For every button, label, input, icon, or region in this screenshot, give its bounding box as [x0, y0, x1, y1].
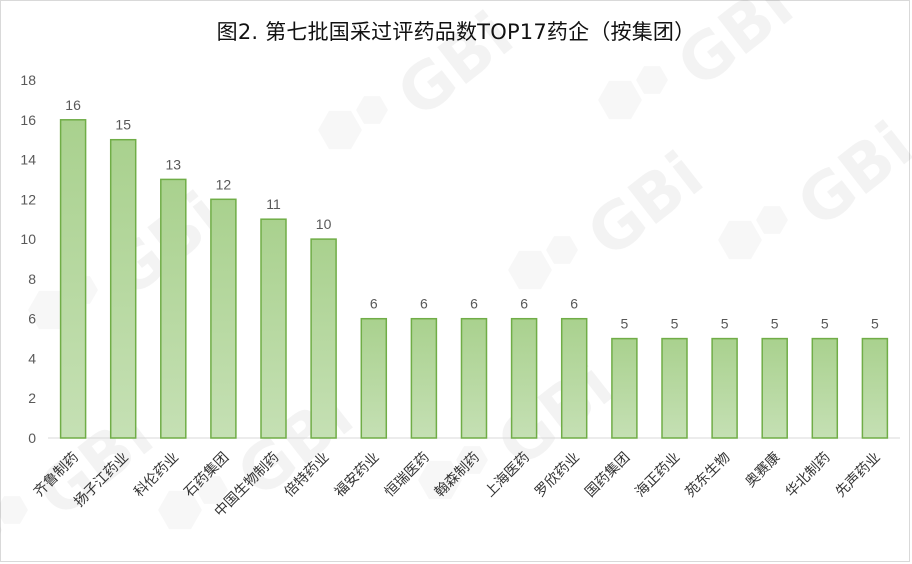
bar — [160, 178, 187, 439]
hexagon-watermark-icon — [756, 206, 788, 234]
bar-value-label: 12 — [216, 176, 232, 192]
hexagon-watermark-icon — [718, 221, 762, 259]
bar-value-label: 6 — [570, 296, 578, 312]
bar — [661, 337, 688, 439]
bar — [811, 337, 839, 439]
bar — [861, 337, 889, 439]
bar-value-label: 10 — [316, 216, 332, 232]
bar-value-label: 6 — [520, 296, 528, 312]
y-tick-label: 14 — [20, 152, 36, 168]
watermark-text: GBi — [384, 0, 527, 133]
hexagon-watermark-icon — [598, 81, 642, 119]
hexagon-watermark-icon — [318, 111, 362, 149]
hexagon-watermark-icon — [636, 66, 668, 94]
bar-value-label: 6 — [420, 296, 428, 312]
bar-value-label: 15 — [115, 117, 131, 133]
bar — [410, 317, 438, 439]
bar-value-label: 5 — [821, 316, 829, 332]
chart-title: 图2. 第七批国采过评药品数TOP17药企（按集团） — [216, 20, 696, 44]
y-tick-label: 6 — [28, 311, 36, 327]
y-tick-label: 16 — [20, 112, 36, 128]
y-tick-label: 10 — [20, 231, 36, 247]
hexagon-watermark-icon — [546, 236, 578, 264]
bar — [611, 337, 638, 439]
bar — [109, 138, 137, 439]
bar — [360, 317, 388, 439]
bar — [260, 218, 287, 439]
bar-value-label: 16 — [65, 97, 81, 113]
y-tick-label: 18 — [20, 72, 36, 88]
bar-value-label: 5 — [621, 316, 629, 332]
bar — [510, 317, 538, 439]
hexagon-watermark-icon — [508, 251, 552, 289]
bar-value-label: 5 — [871, 316, 879, 332]
data-labels: 16 15 13 12 11 10 6 6 6 6 6 5 5 5 5 5 5 — [65, 97, 879, 332]
bar-value-label: 6 — [370, 296, 378, 312]
watermark-text: GBi — [24, 398, 167, 532]
x-tick-label: 海正药业 — [632, 450, 683, 501]
bar-value-label: 5 — [721, 316, 729, 332]
watermark-text: GBi — [484, 348, 627, 482]
bar-value-label: 6 — [470, 296, 478, 312]
watermark-text: GBi — [664, 0, 807, 103]
bar — [560, 317, 588, 439]
watermark-text: GBi — [784, 108, 912, 242]
bar — [310, 238, 337, 439]
y-tick-label: 4 — [28, 350, 36, 366]
x-tick-label: 苑东生物 — [683, 450, 734, 501]
bar — [460, 317, 488, 439]
bar — [210, 198, 237, 439]
x-tick-label: 国药集团 — [582, 449, 634, 501]
y-tick-label: 12 — [20, 191, 36, 207]
bar-value-label: 11 — [266, 196, 281, 212]
y-tick-label: 2 — [28, 390, 36, 406]
x-tick-label: 奥赛康 — [742, 449, 784, 491]
y-tick-label: 0 — [28, 430, 36, 446]
x-tick-label: 先声药业 — [833, 450, 884, 501]
bar — [59, 119, 87, 439]
y-axis: 0 2 4 6 8 10 12 14 16 18 — [20, 72, 900, 446]
bar-value-label: 5 — [671, 316, 679, 332]
hexagon-watermark-icon — [356, 96, 388, 124]
bar — [761, 337, 788, 439]
watermark-text: GBi — [574, 138, 717, 272]
bar-series — [59, 119, 889, 439]
bar-value-label: 5 — [771, 316, 779, 332]
y-tick-label: 8 — [28, 271, 36, 287]
hexagon-watermark-icon — [0, 496, 28, 524]
x-tick-label: 华北制药 — [783, 450, 834, 501]
bar — [711, 337, 738, 439]
bar-value-label: 13 — [166, 156, 182, 172]
